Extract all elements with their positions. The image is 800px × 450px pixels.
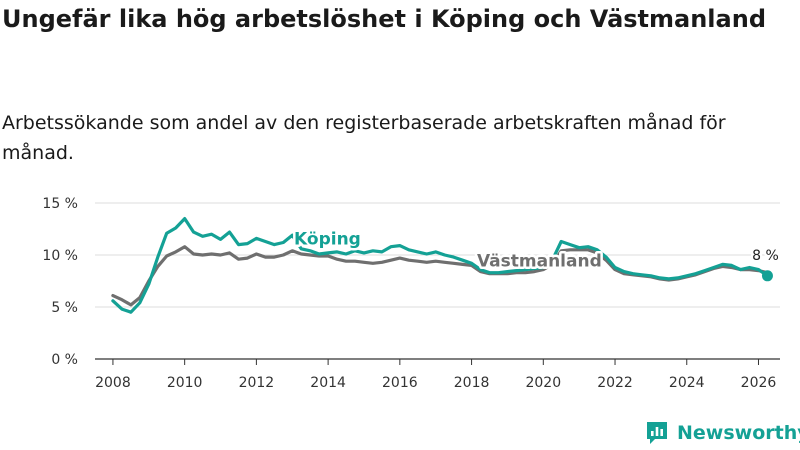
chart-subtitle: Arbetssökande som andel av den registerb… (2, 112, 726, 164)
series-label-vastmanland: Västmanland (477, 251, 602, 271)
x-tick-label: 2016 (382, 375, 418, 391)
x-tick-label: 2012 (239, 375, 275, 391)
x-tick-label: 2024 (669, 375, 705, 391)
koping-end-point (761, 270, 773, 282)
x-tick-label: 2008 (95, 375, 131, 391)
y-tick-label: 5 % (51, 300, 78, 316)
y-tick-label: 15 % (42, 196, 78, 212)
series-label-vastmanland-halo: Västmanland (477, 251, 602, 271)
x-tick-label: 2020 (525, 375, 561, 391)
end-value-label-halo: 8 % (752, 248, 779, 264)
newsworthy-bar-chart-icon (647, 422, 667, 444)
newsworthy-logo: Newsworthy (645, 420, 800, 446)
end-value-label: 8 % (752, 248, 779, 264)
x-tick-label: 2018 (454, 375, 490, 391)
series-label-koping: Köping (294, 230, 361, 250)
y-tick-label: 10 % (42, 248, 78, 264)
brand-name: Newsworthy (677, 422, 800, 444)
axes: 0 % 5 % 10 % 15 % 2008 2010 2012 2014 2016 2018 20… (42, 196, 780, 391)
x-tick-label: 2026 (741, 375, 777, 391)
series-lines (111, 217, 773, 314)
y-tick-label: 0 % (51, 352, 78, 368)
x-tick-label: 2014 (310, 375, 346, 391)
x-tick-label: 2022 (597, 375, 633, 391)
series-label-koping-halo: Köping (294, 230, 361, 250)
x-tick-label: 2010 (167, 375, 203, 391)
series-line-koping (111, 217, 770, 314)
page-title: Ungefär lika hög arbetslöshet i Köping o… (2, 5, 766, 33)
